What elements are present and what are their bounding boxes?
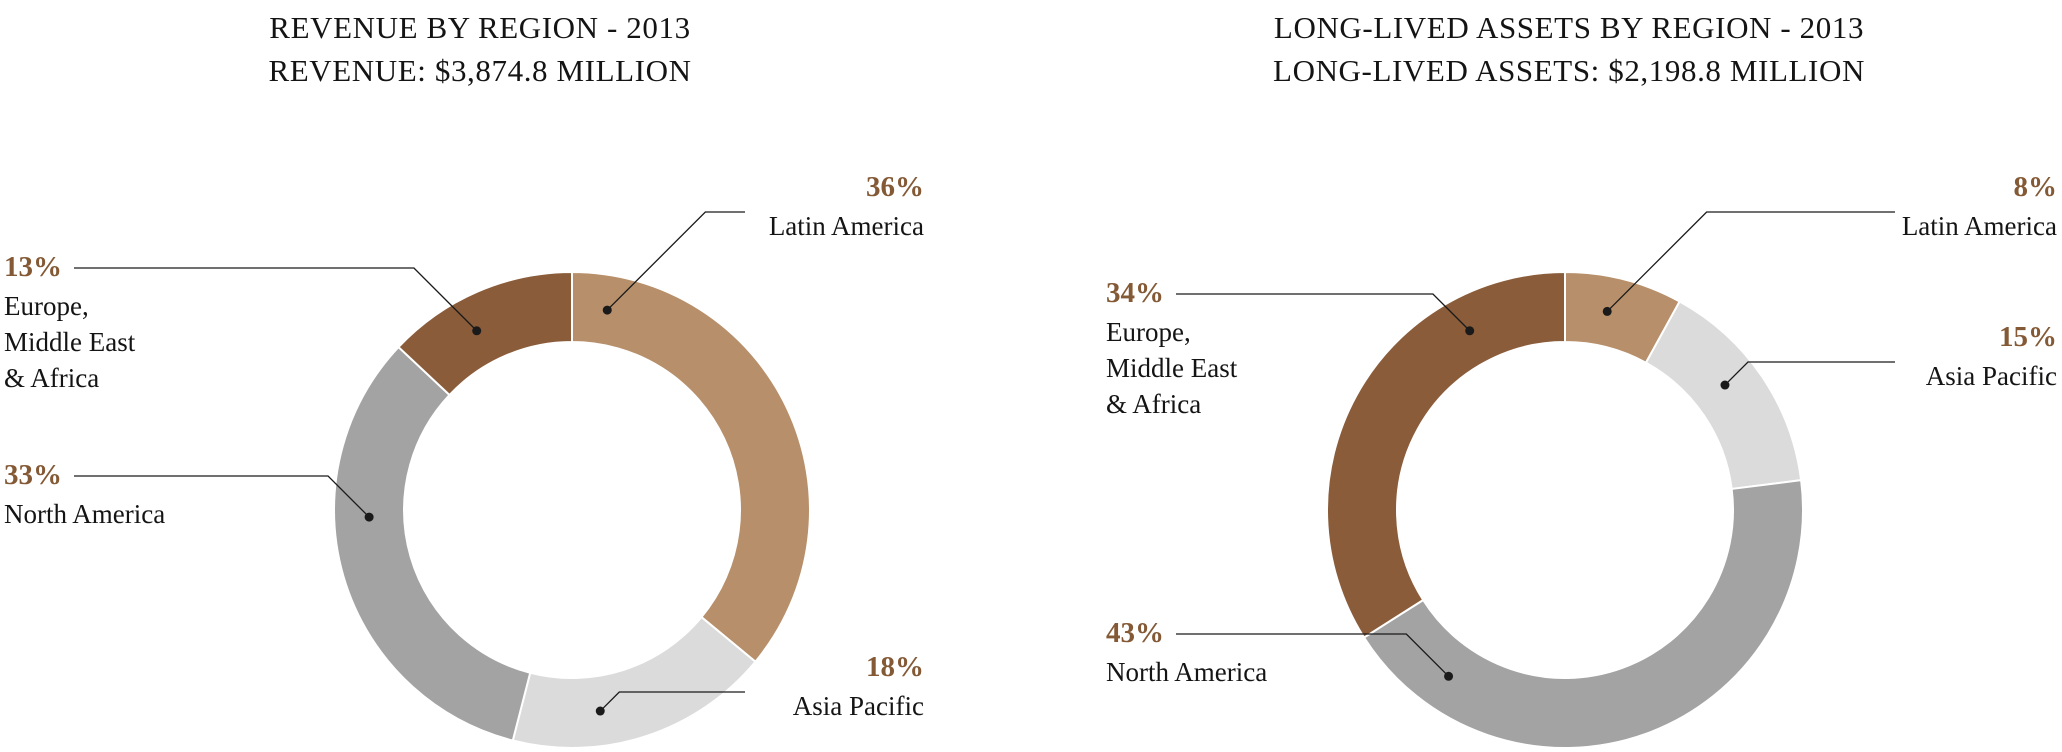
region-label: Europe, Middle East & Africa — [1106, 317, 1238, 419]
region-label: Europe, Middle East & Africa — [4, 291, 136, 393]
leader-dot-asia-pacific — [595, 706, 605, 716]
callout-revenue-latin-america: 36% Latin America — [716, 170, 924, 244]
region-label: North America — [1106, 657, 1268, 687]
pct-label: 18% — [866, 651, 924, 683]
assets-chart-title-line2: LONG-LIVED ASSETS: $2,198.8 MILLION — [1273, 53, 1865, 88]
callout-assets-europe-middle-east-africa: 34% Europe, Middle East & Africa — [1106, 276, 1406, 422]
leader-line-latin-america — [606, 211, 745, 311]
leader-dot-latin-america — [1602, 306, 1612, 316]
callout-assets-north-america: 43% North America — [1106, 616, 1406, 690]
assets-chart-title-line1: LONG-LIVED ASSETS BY REGION - 2013 — [1273, 10, 1865, 45]
revenue-donut — [74, 211, 811, 749]
leader-line-north-america — [74, 475, 370, 518]
assets-chart-title: LONG-LIVED ASSETS BY REGION - 2013 LONG-… — [1169, 6, 1969, 92]
donut-slice-latin-america — [571, 270, 811, 664]
leader-line-europe-middle-east-africa — [1176, 293, 1471, 332]
assets-donut — [1176, 211, 1895, 749]
pct-label: 34% — [1106, 277, 1164, 309]
donut-slice-north-america — [333, 345, 532, 742]
leader-line-north-america — [1176, 633, 1450, 677]
pct-label: 13% — [4, 251, 62, 283]
leader-dot-north-america — [364, 512, 374, 522]
leader-line-europe-middle-east-africa — [74, 267, 478, 332]
leader-line-asia-pacific — [1724, 361, 1895, 386]
revenue-chart-title-line2: REVENUE: $3,874.8 MILLION — [268, 53, 692, 88]
pct-label: 33% — [4, 459, 62, 491]
donut-slice-north-america — [1362, 479, 1804, 749]
revenue-chart-title-line1: REVENUE BY REGION - 2013 — [269, 10, 691, 45]
callout-assets-latin-america: 8% Latin America — [1849, 170, 2057, 244]
leader-dot-latin-america — [602, 305, 612, 315]
pct-label: 15% — [1999, 321, 2057, 353]
pct-label: 43% — [1106, 617, 1164, 649]
callout-revenue-north-america: 33% North America — [4, 458, 304, 532]
leader-line-latin-america — [1606, 211, 1895, 312]
region-label: Latin America — [1901, 211, 2057, 241]
donut-slice-asia-pacific — [1644, 300, 1803, 491]
leader-dot-europe-middle-east-africa — [1465, 326, 1475, 336]
region-label: Latin America — [768, 211, 924, 241]
callout-revenue-europe-middle-east-africa: 13% Europe, Middle East & Africa — [4, 250, 304, 396]
callout-revenue-asia-pacific: 18% Asia Pacific — [716, 650, 924, 724]
region-label: Asia Pacific — [792, 691, 924, 721]
callout-assets-asia-pacific: 15% Asia Pacific — [1849, 320, 2057, 394]
donut-slice-europe-middle-east-africa — [1326, 270, 1566, 639]
leader-dot-north-america — [1444, 671, 1454, 681]
pct-label: 8% — [2013, 171, 2058, 203]
pct-label: 36% — [866, 171, 924, 203]
donut-slice-europe-middle-east-africa — [397, 270, 573, 397]
leader-dot-asia-pacific — [1720, 380, 1730, 390]
revenue-chart-title: REVENUE BY REGION - 2013 REVENUE: $3,874… — [80, 6, 880, 92]
region-label: Asia Pacific — [1925, 361, 2057, 391]
leader-line-asia-pacific — [599, 691, 745, 712]
region-label: North America — [4, 499, 166, 529]
leader-dot-europe-middle-east-africa — [472, 326, 482, 336]
